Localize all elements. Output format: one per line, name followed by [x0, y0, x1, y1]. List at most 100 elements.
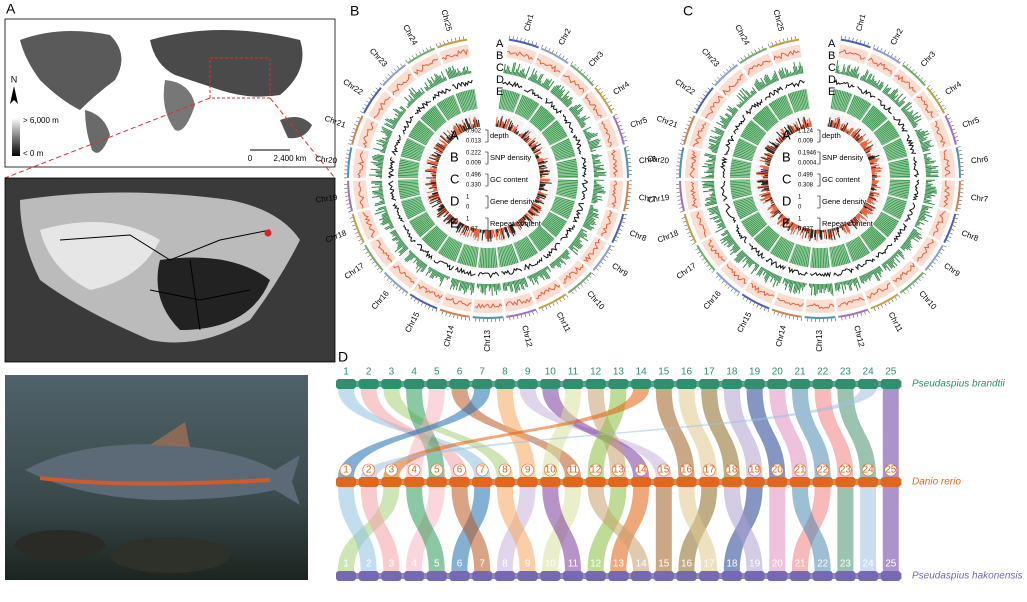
gene-stripe [843, 93, 851, 113]
gene-stripe [549, 133, 567, 145]
tick [732, 63, 735, 67]
gene-stripe [734, 200, 754, 208]
snp-bar [439, 274, 445, 282]
depth-band [911, 236, 939, 267]
snp-bar [393, 119, 399, 123]
snp-bar [550, 86, 556, 93]
repeat-bar [530, 144, 537, 149]
repeat-bar [443, 131, 453, 142]
gene-stripe [549, 135, 568, 146]
gene-stripe [771, 102, 783, 120]
repeat-bar [763, 167, 769, 170]
snp-bar [589, 145, 602, 150]
repeat-bar [807, 228, 810, 234]
gene-stripe [446, 97, 457, 116]
tick [532, 311, 534, 315]
tick [915, 281, 918, 284]
snp-bar [747, 258, 753, 265]
chromosome-number: 19 [749, 465, 761, 476]
tick [621, 221, 625, 224]
snp-bar [912, 123, 918, 128]
tick [528, 39, 530, 43]
chromosome-block [812, 477, 833, 487]
gene-stripe [730, 170, 751, 173]
snp-bar [726, 240, 735, 247]
snp-bar [593, 191, 605, 194]
gene-stripe [808, 247, 812, 268]
repeat-bar [792, 224, 798, 235]
snp-bar [923, 154, 927, 157]
tick [863, 41, 866, 45]
synteny-ribbon [678, 389, 718, 477]
snp-bar [785, 74, 788, 78]
repeat-bar [459, 123, 465, 133]
gene-stripe [527, 103, 540, 121]
chromosome-label: Chr2 [557, 27, 573, 47]
repeat-bar [453, 135, 456, 138]
repeat-bar [539, 185, 544, 187]
snp-bar [420, 87, 425, 94]
repeat-bar [428, 186, 437, 190]
repeat-bar [762, 156, 772, 161]
snp-bar [572, 241, 582, 249]
gene-stripe [553, 203, 572, 212]
gene-stripe [534, 229, 549, 245]
snp-bar [552, 85, 560, 95]
snp-bar [448, 276, 451, 279]
snp-bar [912, 228, 918, 232]
snp-bar [560, 91, 570, 101]
snp-bar [563, 251, 571, 259]
tick [624, 214, 628, 216]
gene-stripe [502, 89, 507, 110]
snp-bar [789, 71, 793, 77]
chromosome: Chr21 [323, 114, 442, 167]
repeat-bar [452, 131, 458, 137]
snp-bar [869, 271, 873, 276]
repeat-bar [841, 224, 846, 233]
snp-bar [374, 154, 385, 158]
snp-bar [559, 97, 562, 101]
chromosome-label: Chr8 [628, 228, 648, 243]
repeat-bar [472, 123, 475, 129]
snp-bar [887, 93, 891, 97]
depth-line [536, 58, 561, 73]
snp-bar [715, 143, 720, 146]
snp-bar [764, 271, 771, 281]
snp-bar [723, 235, 732, 241]
snp-bar [742, 255, 749, 263]
snp-bar [372, 159, 384, 162]
gene-stripe [742, 131, 761, 143]
tick [939, 252, 943, 255]
snp-bar [862, 69, 869, 82]
snp-bar [377, 193, 384, 196]
gene-stripe [398, 179, 419, 181]
gene-stripe [886, 198, 907, 205]
gene-stripe [520, 239, 531, 258]
gc-line [912, 179, 920, 201]
gene-stripe [545, 126, 563, 139]
chromosome-block [608, 379, 629, 389]
tick [930, 265, 934, 268]
repeat-bar [793, 123, 798, 132]
snp-bar [381, 213, 389, 217]
repeat-bar [520, 133, 525, 138]
snp-bar [845, 280, 848, 285]
synteny-ribbon [837, 487, 854, 571]
snp-bar [837, 69, 840, 74]
gene-stripe [778, 97, 789, 116]
tick [624, 140, 628, 142]
snp-bar [914, 129, 918, 132]
repeat-bar [807, 228, 811, 239]
repeat-bar [452, 127, 459, 136]
chromosome-label: Chr23 [700, 46, 722, 69]
snp-bar [738, 92, 748, 102]
gene-stripe [750, 120, 767, 134]
gene-stripe [532, 108, 546, 125]
snp-bar [845, 65, 849, 76]
gene-stripe [793, 91, 801, 112]
gene-stripe [532, 231, 546, 248]
repeat-bar [455, 220, 459, 225]
snp-bar [400, 111, 405, 115]
repeat-bar [806, 228, 809, 234]
gc-line [733, 114, 746, 135]
